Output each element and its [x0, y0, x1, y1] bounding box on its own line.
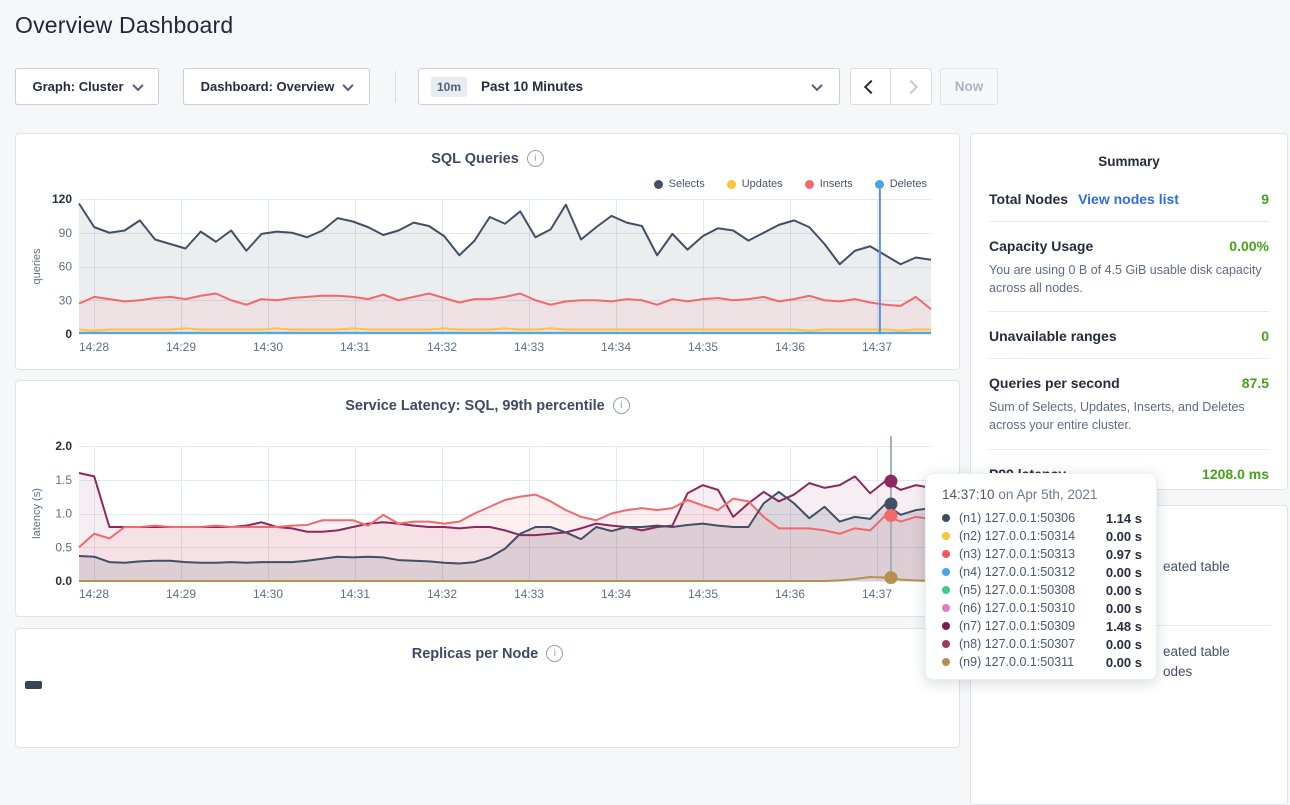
time-prev-button[interactable]: [850, 68, 891, 105]
summary-row-unavailable-ranges: Unavailable ranges 0: [989, 312, 1269, 360]
summary-description: Sum of Selects, Updates, Inserts, and De…: [989, 400, 1245, 433]
graph-dropdown[interactable]: Graph: Cluster: [15, 68, 159, 105]
replicas-per-node-title: Replicas per Node: [411, 645, 539, 662]
summary-panel: Summary Total Nodes View nodes list 9 Ca…: [970, 133, 1288, 490]
summary-row-capacity-usage: Capacity Usage 0.00% You are using 0 B o…: [989, 222, 1269, 313]
summary-heading: Summary: [1098, 154, 1160, 169]
summary-label: Unavailable ranges: [989, 328, 1117, 345]
summary-value: 1208.0 ms: [1202, 465, 1269, 482]
tooltip-node-row: (n4) 127.0.0.1:50312 0.00 s: [942, 563, 1142, 581]
service-latency-chart-card: Service Latency: SQL, 99th percentilei: [15, 380, 961, 618]
event-text-fragment: odes: [1163, 664, 1193, 679]
summary-row-total-nodes: Total Nodes View nodes list 9: [989, 175, 1269, 222]
info-icon[interactable]: i: [546, 645, 564, 663]
series-color-dot: [942, 514, 950, 522]
chevron-right-icon: [903, 79, 919, 94]
tooltip-node-row: (n8) 127.0.0.1:50307 0.00 s: [942, 635, 1142, 653]
summary-value: 0: [1261, 328, 1269, 345]
series-color-dot: [942, 604, 950, 612]
replicas-per-node-chart-card: Replicas per Node i: [15, 628, 960, 748]
tooltip-node-row: (n2) 127.0.0.1:50314 0.00 s: [942, 527, 1142, 545]
summary-label: Queries per second: [989, 375, 1120, 392]
summary-label: Total Nodes: [989, 191, 1069, 207]
service-latency-chart[interactable]: [16, 381, 961, 618]
page-title: Overview Dashboard: [15, 12, 234, 38]
event-text-fragment: eated table: [1163, 559, 1230, 574]
sql-queries-chart[interactable]: [16, 134, 961, 371]
graph-dropdown-label: Graph: Cluster: [32, 79, 124, 94]
now-button[interactable]: Now: [940, 68, 998, 105]
series-color-dot: [942, 640, 950, 648]
tooltip-node-row: (n7) 127.0.0.1:50309 1.48 s: [942, 617, 1142, 635]
chevron-left-icon: [863, 79, 878, 94]
divider: [395, 71, 396, 102]
chevron-down-icon: [131, 79, 144, 91]
chevron-down-icon: [811, 79, 823, 91]
time-range-picker[interactable]: 10m Past 10 Minutes: [418, 68, 840, 105]
summary-description: You are using 0 B of 4.5 GiB usable disk…: [989, 263, 1262, 296]
tooltip-node-row: (n9) 127.0.0.1:50311 0.00 s: [942, 653, 1142, 671]
time-step-buttons: [850, 68, 932, 105]
tooltip-node-row: (n5) 127.0.0.1:50308 0.00 s: [942, 581, 1142, 599]
summary-value: 0.00%: [1229, 238, 1269, 254]
summary-label: Capacity Usage: [989, 238, 1094, 254]
sql-queries-chart-card: SQL Queriesi SelectsUpdatesInsertsDelete…: [15, 133, 961, 371]
summary-value: 9: [1261, 191, 1269, 207]
dashboard-dropdown[interactable]: Dashboard: Overview: [183, 68, 370, 105]
tooltip-node-row: (n6) 127.0.0.1:50310 0.00 s: [942, 599, 1142, 617]
tooltip-node-row: (n1) 127.0.0.1:50306 1.14 s: [942, 509, 1142, 527]
chevron-down-icon: [342, 79, 354, 91]
time-next-button[interactable]: [891, 68, 932, 105]
summary-value: 87.5: [1241, 375, 1269, 392]
series-color-dot: [942, 550, 950, 558]
clipped-axis-label: [25, 681, 42, 689]
chart-hover-tooltip: 14:37:10 on Apr 5th, 2021 (n1) 127.0.0.1…: [925, 473, 1157, 680]
time-range-label: Past 10 Minutes: [481, 79, 584, 94]
dashboard-dropdown-label: Dashboard: Overview: [200, 79, 335, 94]
view-nodes-list-link[interactable]: View nodes list: [1078, 191, 1179, 207]
series-color-dot: [942, 586, 950, 594]
series-color-dot: [942, 568, 950, 576]
time-range-badge: 10m: [431, 76, 468, 97]
summary-row-queries-per-second: Queries per second 87.5 Sum of Selects, …: [989, 359, 1269, 450]
tooltip-timestamp: 14:37:10 on Apr 5th, 2021: [942, 487, 1098, 502]
series-color-dot: [942, 622, 950, 630]
series-color-dot: [942, 532, 950, 540]
tooltip-node-row: (n3) 127.0.0.1:50313 0.97 s: [942, 545, 1142, 563]
event-text-fragment: eated table: [1163, 644, 1230, 659]
series-color-dot: [942, 658, 950, 666]
